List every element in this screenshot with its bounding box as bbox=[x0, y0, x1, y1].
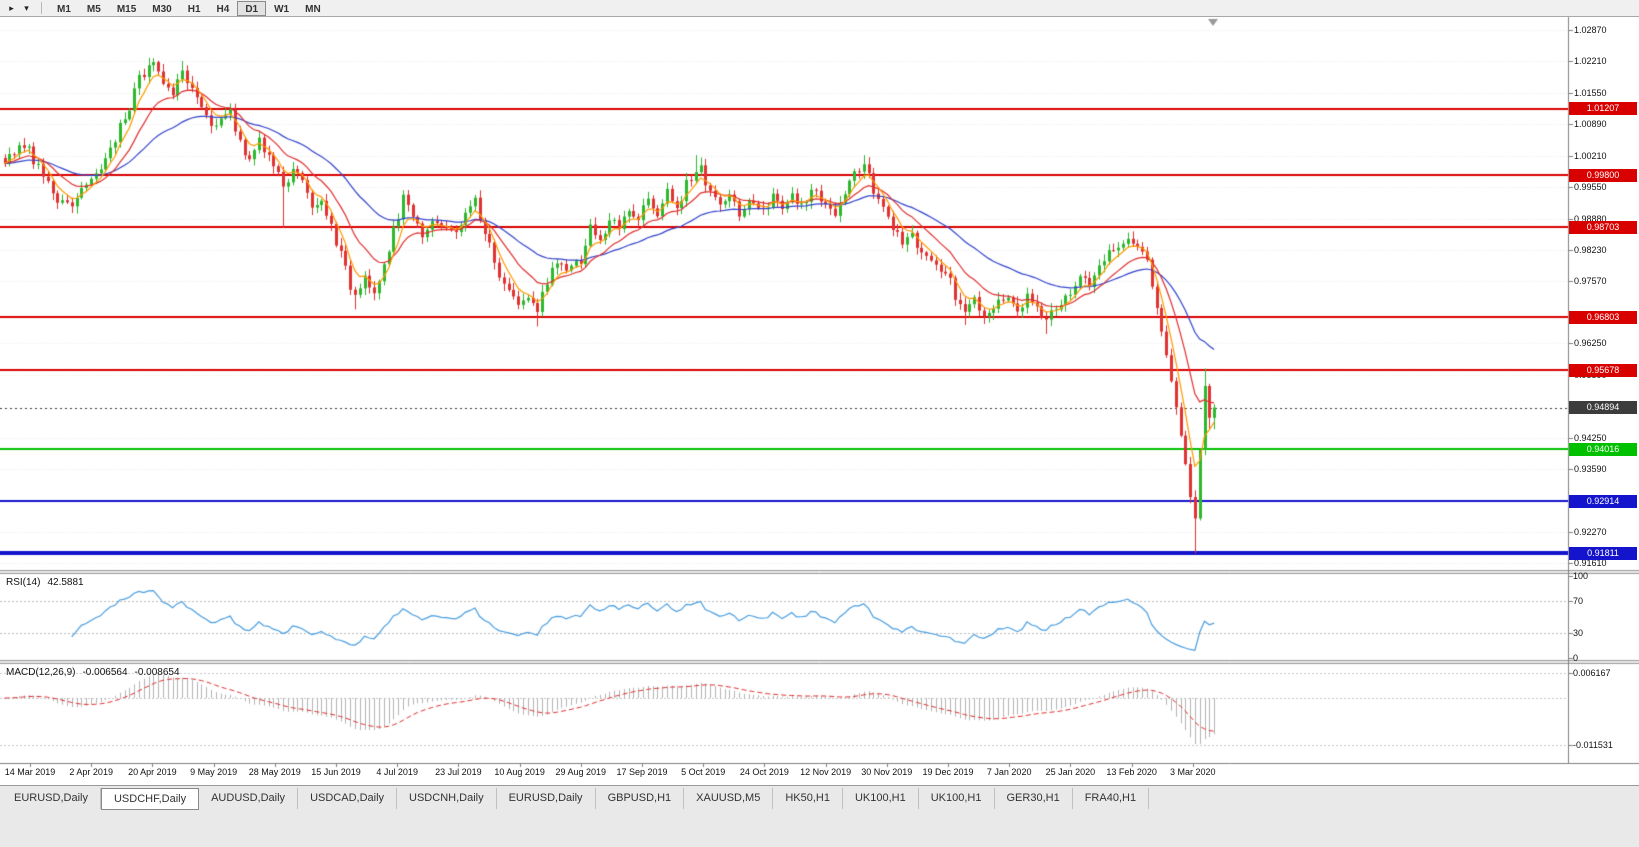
rsi-axis-tick: 0 bbox=[1573, 653, 1579, 663]
price-line-badge: 0.96803 bbox=[1569, 310, 1637, 324]
price-line-badge: 0.98703 bbox=[1569, 220, 1637, 234]
date-axis-label: 9 May 2019 bbox=[190, 767, 238, 777]
macd-axis-tick: -0.011531 bbox=[1573, 740, 1613, 750]
date-axis-label: 28 May 2019 bbox=[248, 767, 301, 777]
price-axis-tick: 0.96250 bbox=[1574, 338, 1607, 349]
price-line-badge: 0.91811 bbox=[1569, 546, 1637, 560]
cursor-arrow-icon[interactable]: ▸ bbox=[9, 2, 14, 13]
timeframe-toolbar: ▸ ▾ M1 M5 M15 M30 H1 H4 D1 W1 MN bbox=[0, 0, 1639, 17]
chart-tab-xauusd-m5[interactable]: XAUUSD,M5 bbox=[684, 788, 774, 809]
date-axis-label: 14 Mar 2019 bbox=[4, 767, 56, 777]
price-axis-tick: 1.02870 bbox=[1574, 25, 1607, 36]
date-axis-label: 13 Feb 2020 bbox=[1106, 767, 1157, 777]
rsi-axis-tick: 100 bbox=[1573, 571, 1589, 581]
timeframe-button-m30[interactable]: M30 bbox=[152, 3, 172, 15]
date-axis-label: 17 Sep 2019 bbox=[616, 767, 668, 777]
macd-signal-value: -0.008654 bbox=[134, 667, 180, 678]
chart-tab-uk100-h1[interactable]: UK100,H1 bbox=[919, 788, 995, 809]
chart-tabs: EURUSD,Daily USDCHF,Daily AUDUSD,Daily USDC… bbox=[2, 788, 1639, 810]
price-axis-tick: 0.94250 bbox=[1574, 433, 1607, 444]
chart-tab-ger30-h1[interactable]: GER30,H1 bbox=[995, 788, 1073, 809]
timeframe-button-w1[interactable]: W1 bbox=[274, 3, 290, 15]
date-axis-label: 29 Aug 2019 bbox=[555, 767, 607, 777]
chart-tabbar: EURUSD,Daily USDCHF,Daily AUDUSD,Daily USDC… bbox=[0, 785, 1639, 847]
date-axis-label: 15 Jun 2019 bbox=[311, 767, 361, 777]
chart-tab-eurusd-daily[interactable]: EURUSD,Daily bbox=[2, 788, 101, 809]
price-axis-tick: 0.91610 bbox=[1574, 557, 1607, 568]
price-line-badge: 0.99800 bbox=[1569, 168, 1637, 182]
timeframe-buttons: M1 M5 M15 M30 H1 H4 D1 W1 MN bbox=[49, 0, 329, 16]
rsi-axis-tick: 70 bbox=[1573, 595, 1584, 606]
chart-tab-usdcad-daily[interactable]: USDCAD,Daily bbox=[298, 788, 398, 809]
price-axis-tick: 0.99550 bbox=[1574, 182, 1607, 193]
timeframe-button-h1[interactable]: H1 bbox=[187, 3, 201, 15]
price-axis-tick: 1.00890 bbox=[1574, 118, 1607, 129]
timeframe-button-d1[interactable]: D1 bbox=[237, 0, 267, 16]
chart-tab-hk50-h1[interactable]: HK50,H1 bbox=[773, 788, 843, 809]
rsi-name: RSI(14) bbox=[6, 577, 41, 588]
date-axis-label: 19 Dec 2019 bbox=[922, 767, 974, 777]
dropdown-arrow-icon[interactable]: ▾ bbox=[24, 2, 29, 13]
date-axis-label: 7 Jan 2020 bbox=[986, 767, 1032, 777]
price-axis-tick: 1.02210 bbox=[1574, 56, 1607, 67]
macd-axis-tick: 0.006167 bbox=[1573, 668, 1611, 678]
chart-tab-audusd-daily[interactable]: AUDUSD,Daily bbox=[199, 788, 299, 809]
timeframe-button-m15[interactable]: M15 bbox=[116, 3, 137, 15]
toolbar-separator bbox=[41, 2, 42, 14]
current-price-badge: 0.94894 bbox=[1569, 401, 1637, 415]
date-axis-label: 23 Jul 2019 bbox=[435, 767, 482, 777]
price-line-badge: 0.95678 bbox=[1569, 363, 1637, 377]
price-axis-tick: 0.98230 bbox=[1574, 244, 1607, 255]
chart-tab-eurusd-daily[interactable]: EURUSD,Daily bbox=[497, 788, 596, 809]
price-axis-tick: 0.92270 bbox=[1574, 526, 1607, 537]
macd-name: MACD(12,26,9) bbox=[6, 667, 76, 678]
timeframe-button-m1[interactable]: M1 bbox=[57, 3, 71, 15]
chart-tab-usdcnh-daily[interactable]: USDCNH,Daily bbox=[397, 788, 497, 809]
macd-main-value: -0.006564 bbox=[82, 667, 128, 678]
price-axis-tick: 1.00210 bbox=[1574, 151, 1607, 162]
chart-tab-uk100-h1[interactable]: UK100,H1 bbox=[843, 788, 919, 809]
date-axis-label: 12 Nov 2019 bbox=[800, 767, 852, 777]
price-line-badge: 0.94016 bbox=[1569, 442, 1637, 456]
date-axis-label: 20 Apr 2019 bbox=[128, 767, 177, 777]
rsi-panel-label: RSI(14) 42.5881 bbox=[6, 577, 91, 588]
price-axis-tick: 0.93590 bbox=[1574, 464, 1607, 475]
price-line-badge: 1.01207 bbox=[1569, 102, 1637, 116]
date-axis-label: 2 Apr 2019 bbox=[69, 767, 113, 777]
chart-tab-gbpusd-h1[interactable]: GBPUSD,H1 bbox=[596, 788, 685, 809]
timeframe-button-m5[interactable]: M5 bbox=[86, 3, 101, 15]
macd-panel-label: MACD(12,26,9) -0.006564 -0.008654 bbox=[6, 667, 187, 678]
date-axis-label: 4 Jul 2019 bbox=[376, 767, 418, 777]
price-line-badge: 0.92914 bbox=[1569, 494, 1637, 508]
rsi-axis-tick: 30 bbox=[1573, 628, 1584, 639]
date-axis-label: 25 Jan 2020 bbox=[1045, 767, 1096, 777]
price-axis-tick: 0.98880 bbox=[1574, 213, 1607, 224]
date-axis-label: 10 Aug 2019 bbox=[494, 767, 545, 777]
date-axis-label: 5 Oct 2019 bbox=[681, 767, 726, 777]
timeframe-button-h4[interactable]: H4 bbox=[216, 3, 230, 15]
rsi-value: 42.5881 bbox=[47, 577, 84, 588]
date-axis-label: 24 Oct 2019 bbox=[739, 767, 789, 777]
chart-tab-usdchf-daily[interactable]: USDCHF,Daily bbox=[100, 788, 200, 810]
price-axis-tick: 1.01550 bbox=[1574, 87, 1607, 98]
timeframe-button-mn[interactable]: MN bbox=[305, 3, 321, 15]
chart-tab-fra40-h1[interactable]: FRA40,H1 bbox=[1073, 788, 1150, 809]
date-axis-label: 3 Mar 2020 bbox=[1170, 767, 1216, 777]
price-axis-tick: 0.97570 bbox=[1574, 275, 1607, 286]
date-axis-label: 30 Nov 2019 bbox=[861, 767, 913, 777]
